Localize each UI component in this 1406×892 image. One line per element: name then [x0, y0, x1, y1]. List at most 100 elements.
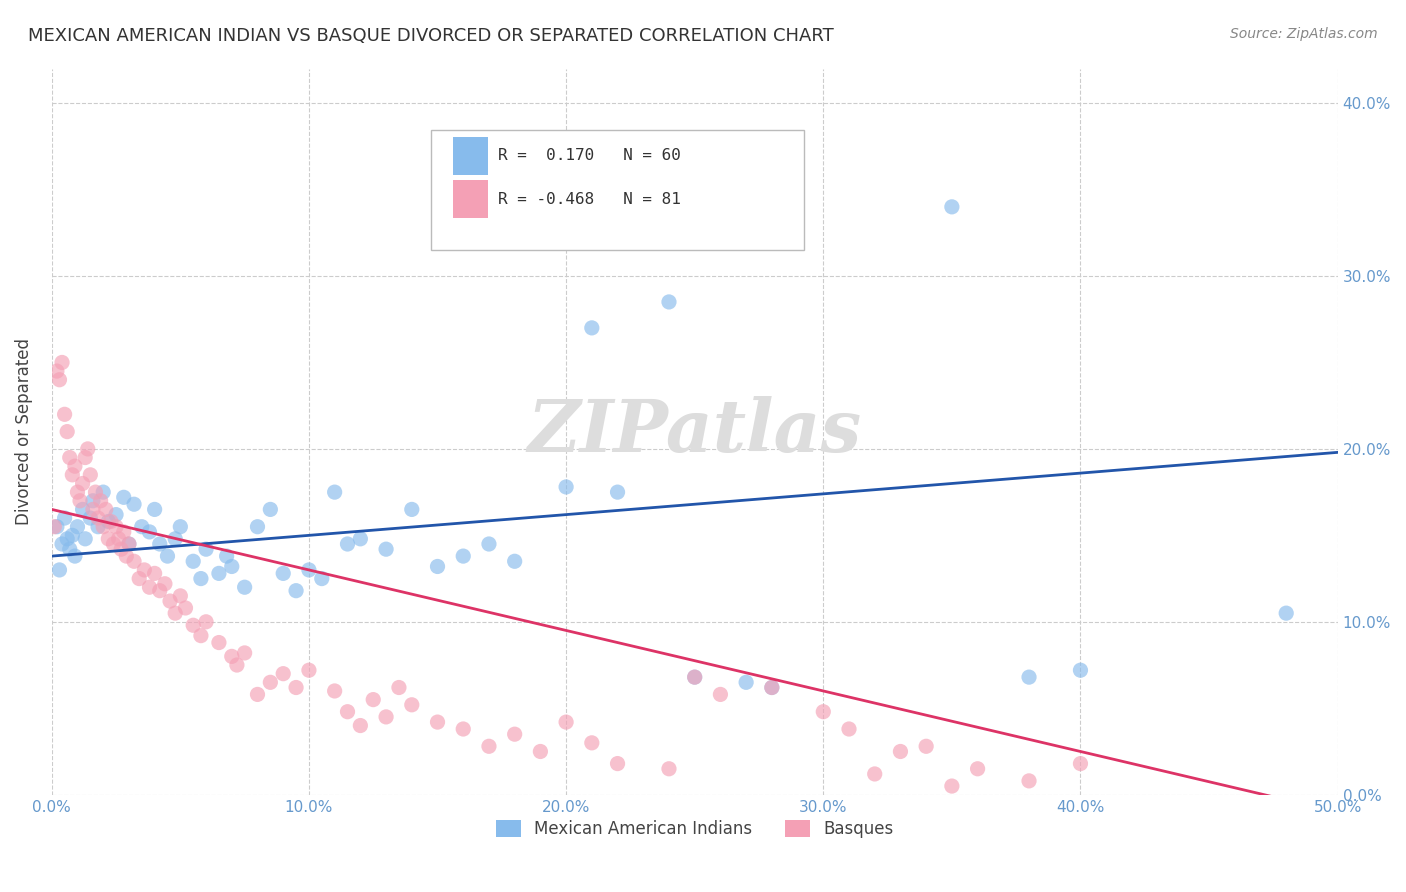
Point [349, 532, 371, 546]
Point [156, 549, 179, 563]
Point [581, 736, 603, 750]
Point [115, 549, 138, 563]
Point [105, 519, 128, 533]
Text: R =  0.170   N = 60: R = 0.170 N = 60 [498, 148, 681, 163]
Point [208, 566, 231, 581]
Point [149, 583, 172, 598]
Point [271, 566, 294, 581]
Point [45, 364, 67, 378]
Point [259, 502, 281, 516]
Point [285, 681, 308, 695]
Point [503, 554, 526, 568]
Text: Source: ZipAtlas.com: Source: ZipAtlas.com [1230, 27, 1378, 41]
Point [143, 502, 166, 516]
Point [143, 566, 166, 581]
Point [112, 491, 135, 505]
Point [45, 519, 67, 533]
Point [426, 559, 449, 574]
Point [233, 580, 256, 594]
Point [246, 688, 269, 702]
Point [100, 515, 122, 529]
Y-axis label: Divorced or Separated: Divorced or Separated [15, 338, 32, 525]
Point [107, 532, 129, 546]
Point [169, 519, 191, 533]
Point [134, 563, 156, 577]
Point [72, 502, 94, 516]
Point [103, 537, 125, 551]
Point [82, 493, 104, 508]
FancyBboxPatch shape [453, 136, 488, 175]
Point [208, 635, 231, 649]
Point [72, 476, 94, 491]
Point [149, 537, 172, 551]
Point [311, 572, 333, 586]
Point [97, 532, 120, 546]
Point [323, 684, 346, 698]
Point [451, 722, 474, 736]
Point [195, 615, 218, 629]
Point [259, 675, 281, 690]
Point [195, 542, 218, 557]
Point [165, 606, 187, 620]
Point [221, 559, 243, 574]
Point [226, 658, 249, 673]
Point [298, 663, 321, 677]
Point [91, 485, 114, 500]
Point [159, 594, 181, 608]
Point [56, 532, 79, 546]
Text: R = -0.468   N = 81: R = -0.468 N = 81 [498, 192, 681, 207]
Point [451, 549, 474, 563]
Point [285, 583, 308, 598]
Point [138, 580, 160, 594]
Point [683, 670, 706, 684]
Point [190, 629, 212, 643]
Point [401, 502, 423, 516]
Point [118, 537, 141, 551]
Point [336, 705, 359, 719]
Point [838, 722, 860, 736]
Point [91, 519, 114, 533]
Point [48, 373, 70, 387]
Point [63, 549, 86, 563]
Point [87, 511, 110, 525]
Point [165, 532, 187, 546]
Point [658, 762, 681, 776]
Point [79, 511, 101, 525]
Point [66, 485, 89, 500]
Point [105, 508, 128, 522]
Point [1018, 773, 1040, 788]
Point [69, 493, 91, 508]
Point [478, 739, 501, 754]
Point [128, 572, 150, 586]
Point [298, 563, 321, 577]
Point [323, 485, 346, 500]
Point [941, 779, 963, 793]
Point [336, 537, 359, 551]
Point [581, 321, 603, 335]
Point [174, 601, 197, 615]
Point [761, 681, 783, 695]
Point [215, 549, 238, 563]
Point [122, 554, 145, 568]
Point [709, 688, 731, 702]
Point [1069, 663, 1091, 677]
Point [87, 519, 110, 533]
Point [606, 756, 628, 771]
Point [63, 459, 86, 474]
Point [1275, 606, 1298, 620]
Point [555, 480, 578, 494]
Point [51, 537, 73, 551]
Point [131, 519, 153, 533]
Point [153, 576, 176, 591]
Point [271, 666, 294, 681]
Text: ZIPatlas: ZIPatlas [527, 396, 862, 467]
Point [59, 542, 82, 557]
Point [915, 739, 938, 754]
Point [76, 442, 98, 456]
Point [181, 618, 204, 632]
Point [181, 554, 204, 568]
FancyBboxPatch shape [453, 180, 488, 219]
Point [90, 493, 112, 508]
Point [1069, 756, 1091, 771]
Point [84, 485, 107, 500]
